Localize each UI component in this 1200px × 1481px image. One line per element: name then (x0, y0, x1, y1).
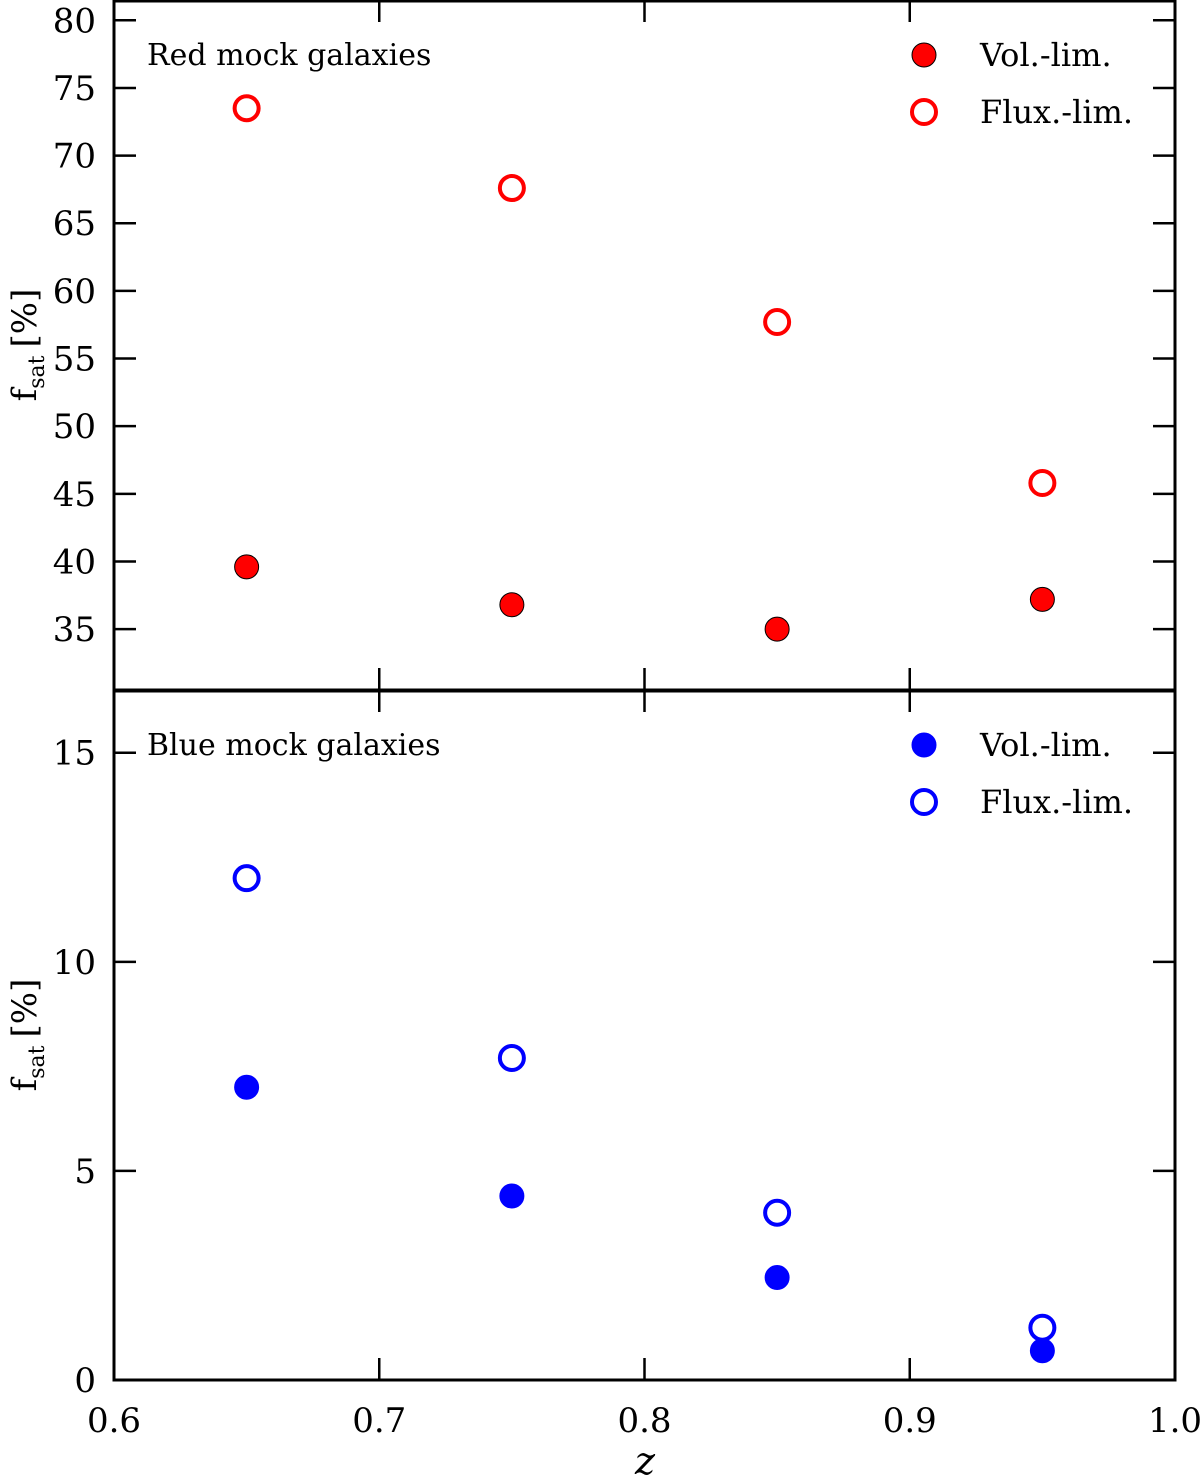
legend-label: Flux.-lim. (980, 93, 1133, 131)
y-tick-label: 80 (53, 1, 96, 41)
y-axis-label: fsat [%] (5, 289, 50, 402)
x-tick-label: 0.6 (87, 1401, 141, 1441)
data-point-flux-lim (232, 94, 261, 123)
x-tick-label: 1.0 (1148, 1401, 1200, 1441)
y-axis-label-unit: [%] (5, 289, 45, 348)
y-tick-label: 45 (53, 475, 96, 515)
data-point-vol-lim (234, 1074, 260, 1100)
x-tick-label: 0.9 (883, 1401, 937, 1441)
legend-marker-open (910, 98, 938, 126)
y-tick-label: 70 (53, 137, 96, 177)
y-tick-label: 60 (53, 272, 96, 312)
panel-title: Red mock galaxies (147, 38, 431, 73)
data-point-flux-lim (763, 308, 792, 336)
legend-label: Vol.-lim. (979, 726, 1112, 764)
legend-entry: Flux.-lim. (910, 93, 1133, 131)
x-axis-label: z (634, 1439, 656, 1481)
data-point-vol-lim (499, 592, 525, 618)
panel-top: 35 40 45 50 55 60 65 70 75 80 fsat [%] Red mock gala… (5, 0, 1177, 692)
y-axis-label-subscript: sat (25, 355, 50, 388)
legend-entry: Vol.-lim. (911, 726, 1112, 764)
y-axis-label: fsat [%] (5, 979, 50, 1092)
data-point-flux-lim (232, 864, 261, 893)
legend-label: Flux.-lim. (980, 783, 1133, 821)
data-point-vol-lim (764, 1265, 790, 1291)
y-tick-label: 50 (53, 407, 96, 447)
y-axis-label-symbol: f (5, 1076, 45, 1091)
y-axis-label-subscript: sat (25, 1045, 50, 1078)
panel-bottom: 0 5 10 15 fsat [%] Blue mock galaxies Vol.-lim.… (5, 689, 1177, 1401)
data-point-flux-lim (1028, 469, 1057, 497)
y-axis-label-unit: [%] (5, 979, 45, 1038)
y-tick-label: 0 (74, 1361, 96, 1401)
data-point-vol-lim (1029, 586, 1055, 612)
data-point-vol-lim (234, 554, 260, 580)
data-point-flux-lim (1028, 1313, 1057, 1342)
y-tick-label: 65 (53, 204, 96, 244)
data-point-vol-lim (764, 616, 790, 642)
y-tick-label: 40 (53, 542, 96, 582)
data-point-vol-lim (499, 1183, 525, 1209)
data-point-flux-lim (497, 174, 526, 203)
y-tick-label: 10 (53, 943, 96, 983)
y-tick-label: 15 (53, 734, 96, 774)
panel-title: Blue mock galaxies (147, 728, 441, 763)
legend-label: Vol.-lim. (979, 36, 1112, 74)
legend-entry: Flux.-lim. (910, 783, 1133, 821)
y-tick-label: 55 (53, 340, 96, 380)
y-tick-label: 5 (74, 1152, 96, 1192)
data-point-vol-lim (1029, 1338, 1055, 1364)
x-tick-label: 0.8 (617, 1401, 671, 1441)
y-axis-label-symbol: f (5, 386, 45, 401)
x-tick-label: 0.7 (352, 1401, 406, 1441)
y-tick-label: 35 (53, 610, 96, 650)
data-point-flux-lim (497, 1044, 526, 1072)
legend-marker-filled (911, 732, 937, 758)
legend-marker-open (910, 788, 938, 816)
y-tick-label: 75 (53, 69, 96, 109)
legend-entry: Vol.-lim. (911, 36, 1112, 74)
data-point-flux-lim (763, 1198, 792, 1227)
legend-marker-filled (911, 42, 937, 68)
